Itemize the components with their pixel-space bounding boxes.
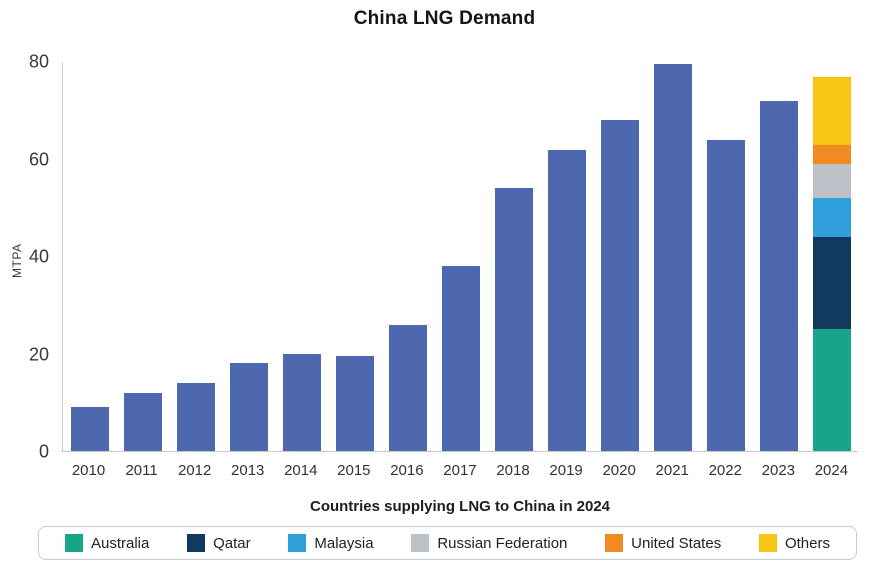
- bar-slot-2014: [275, 62, 328, 451]
- x-axis: 2010 2011 2012 2013 2014 2015 2016 2017 2018 2019…: [62, 462, 858, 479]
- legend-swatch-australia: [65, 534, 83, 552]
- bar-2021: [653, 64, 692, 451]
- bar-slot-2024: [805, 62, 858, 451]
- y-axis-tick-label-60: 60: [28, 149, 49, 169]
- x-axis-tick-label-2010: 2010: [71, 462, 106, 479]
- y-axis-tick-label-0: 0: [38, 441, 49, 462]
- legend-item-australia: Australia: [65, 534, 149, 552]
- stacked-bar-2024: [812, 62, 851, 451]
- bar-slot-2013: [222, 62, 275, 451]
- stacked-segment-others: [812, 76, 851, 145]
- legend-swatch-russian-federation: [411, 534, 430, 552]
- legend-item-united-states: United States: [605, 534, 721, 552]
- bar-2016: [388, 324, 427, 451]
- x-axis-tick-label-2019: 2019: [549, 462, 583, 479]
- bar-slot-2021: [646, 62, 699, 451]
- y-axis-tick-label-80: 80: [28, 51, 49, 72]
- bar-2014: [282, 353, 321, 451]
- bars: [63, 62, 858, 451]
- bar-slot-2010: [63, 62, 116, 451]
- legend-label: Qatar: [213, 534, 251, 552]
- bar-2012: [176, 382, 215, 451]
- stacked-segment-qatar: [812, 237, 851, 330]
- bar-slot-2017: [434, 62, 487, 451]
- legend-item-qatar: Qatar: [187, 534, 251, 552]
- bar-2023: [759, 100, 798, 451]
- legend-label: Russian Federation: [437, 534, 568, 552]
- x-axis-tick-label-2024: 2024: [814, 462, 849, 479]
- x-axis-tick-label-2015: 2015: [337, 462, 371, 479]
- legend-label: Others: [784, 534, 830, 552]
- bar-2017: [441, 266, 480, 451]
- bar-slot-2015: [328, 62, 381, 451]
- legend-swatch-others: [758, 534, 777, 552]
- stacked-segment-malaysia: [812, 198, 851, 238]
- x-axis-tick-label-2023: 2023: [761, 462, 796, 479]
- x-axis-tick-label-2012: 2012: [177, 462, 212, 479]
- bar-slot-2011: [116, 62, 169, 451]
- x-axis-tick-label-2017: 2017: [443, 462, 477, 479]
- x-axis-tick-label-2022: 2022: [708, 462, 742, 479]
- x-axis-title: Countries supplying LNG to China in 2024: [309, 498, 611, 515]
- chart-title: China LNG Demand: [353, 8, 536, 29]
- bar-2010: [70, 407, 109, 451]
- bar-2018: [494, 188, 533, 451]
- x-axis-tick-label-2020: 2020: [602, 462, 636, 479]
- x-axis-tick-label-2021: 2021: [655, 462, 689, 479]
- x-axis-tick-label-2018: 2018: [496, 462, 530, 479]
- bar-2013: [229, 363, 268, 451]
- y-axis: 0 20 40 60 80: [0, 52, 55, 462]
- bar-2015: [335, 356, 374, 451]
- bar-slot-2018: [487, 62, 540, 451]
- bar-slot-2022: [699, 62, 752, 451]
- x-axis-tick-label-2016: 2016: [390, 462, 424, 479]
- legend-label: Malaysia: [314, 534, 374, 552]
- bar-slot-2023: [752, 62, 805, 451]
- legend-item-malaysia: Malaysia: [288, 534, 374, 552]
- legend-label: United States: [631, 534, 722, 552]
- bar-2011: [123, 392, 162, 451]
- y-axis-tick-label-20: 20: [28, 344, 49, 364]
- legend: Australia Qatar Malaysia Russian Federation…: [38, 526, 857, 560]
- stacked-segment-australia: [812, 329, 851, 451]
- bar-2020: [600, 120, 639, 451]
- stacked-segment-russian-federation: [812, 164, 851, 199]
- bar-slot-2012: [169, 62, 222, 451]
- bar-slot-2020: [593, 62, 646, 451]
- legend-swatch-qatar: [187, 534, 206, 552]
- legend-swatch-malaysia: [288, 534, 307, 552]
- bar-slot-2016: [381, 62, 434, 451]
- bar-slot-2019: [540, 62, 593, 451]
- y-axis-tick-label-40: 40: [28, 246, 49, 267]
- legend-label: Australia: [91, 534, 150, 552]
- stacked-segment-united-states: [812, 144, 851, 165]
- bar-2022: [706, 139, 745, 451]
- x-axis-tick-label-2013: 2013: [231, 462, 265, 479]
- x-axis-tick-label-2011: 2011: [125, 462, 158, 479]
- bar-2019: [547, 149, 586, 451]
- x-axis-tick-label-2014: 2014: [284, 462, 318, 479]
- legend-item-others: Others: [758, 534, 830, 552]
- plot-area: [62, 62, 858, 452]
- legend-swatch-united-states: [605, 534, 624, 552]
- legend-item-russian-federation: Russian Federation: [411, 534, 567, 552]
